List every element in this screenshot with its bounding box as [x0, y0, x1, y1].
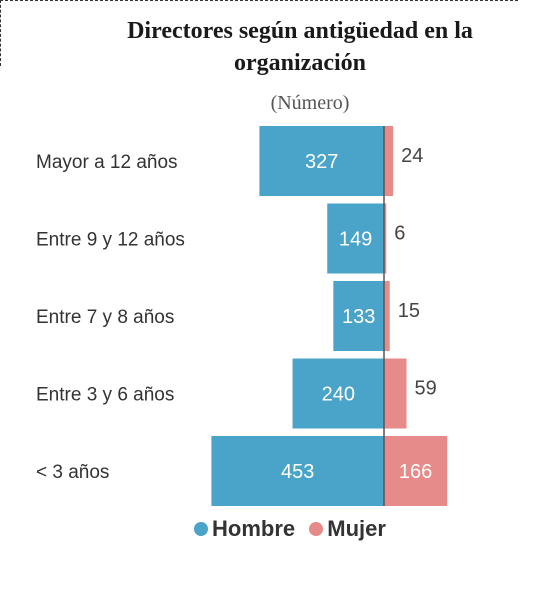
data-label-mujer: 59: [414, 378, 436, 400]
data-label-hombre: 133: [342, 306, 375, 328]
category-label: Entre 3 y 6 años: [36, 385, 174, 406]
bar-mujer: [384, 126, 394, 196]
legend-label-mujer: Mujer: [327, 516, 386, 541]
data-label-mujer: 6: [394, 223, 405, 245]
legend: Hombre Mujer: [0, 516, 543, 542]
data-label-hombre: 240: [322, 384, 355, 406]
data-label-hombre: 453: [281, 461, 314, 483]
category-label: < 3 años: [36, 462, 109, 483]
data-label-mujer: 15: [398, 300, 420, 322]
data-label-hombre: 327: [305, 151, 338, 173]
chart-title: Directores según antigüedad en la organi…: [127, 18, 473, 76]
dashed-frame-left: [0, 0, 1, 66]
bar-mujer: [384, 203, 387, 274]
bar-hombre: [211, 436, 384, 506]
chart-subtitle: (Número): [270, 92, 350, 114]
bar-hombre: [327, 203, 384, 274]
hombre-swatch-icon: [194, 522, 209, 536]
data-label-mujer: 166: [399, 461, 432, 483]
legend-item-hombre: Hombre: [194, 516, 295, 542]
category-label: Mayor a 12 años: [36, 152, 178, 173]
legend-item-mujer: Mujer: [309, 516, 386, 542]
data-label-mujer: 24: [401, 145, 423, 167]
bar-mujer: [384, 281, 390, 351]
data-label-hombre: 149: [339, 229, 372, 251]
bar-hombre: [292, 358, 384, 429]
bar-hombre: [259, 126, 384, 196]
category-label: Entre 7 y 8 años: [36, 307, 174, 328]
bar-mujer: [384, 436, 448, 506]
bar-hombre: [333, 281, 384, 351]
category-label: Entre 9 y 12 años: [36, 230, 185, 251]
legend-label-hombre: Hombre: [212, 516, 296, 541]
bar-mujer: [384, 358, 407, 429]
mujer-swatch-icon: [309, 522, 324, 536]
